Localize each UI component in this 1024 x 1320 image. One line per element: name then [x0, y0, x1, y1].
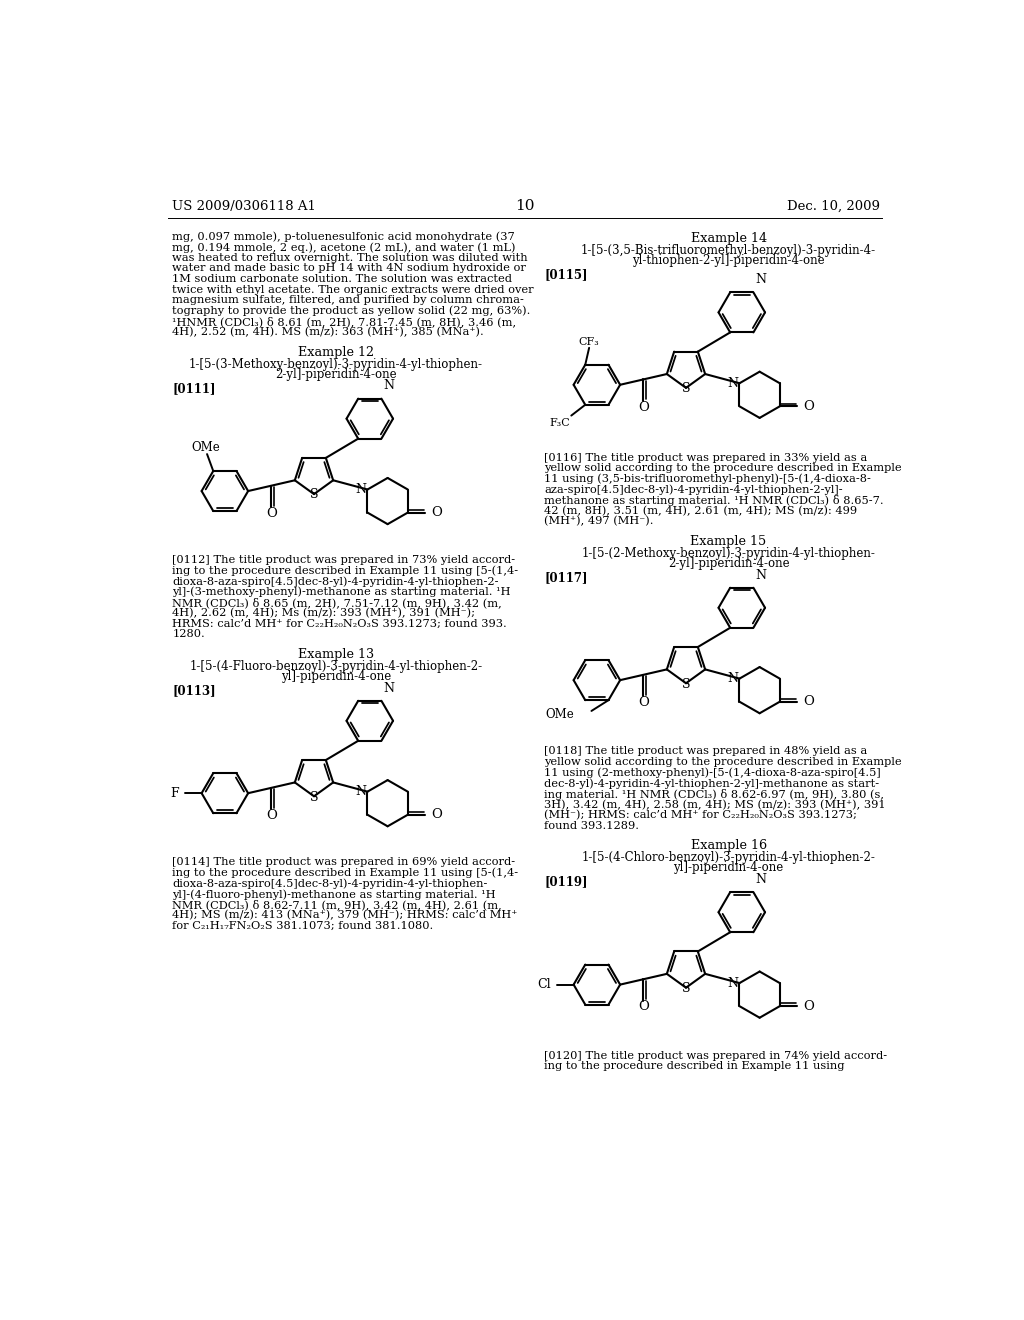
Text: (MH⁻); HRMS: calc’d MH⁺ for C₂₂H₂₀N₂O₃S 393.1273;: (MH⁻); HRMS: calc’d MH⁺ for C₂₂H₂₀N₂O₃S …	[544, 810, 857, 821]
Text: S: S	[309, 791, 318, 804]
Text: O: O	[431, 506, 442, 519]
Text: Dec. 10, 2009: Dec. 10, 2009	[786, 199, 880, 213]
Text: yellow solid according to the procedure described in Example: yellow solid according to the procedure …	[544, 756, 902, 767]
Text: [0112] The title product was prepared in 73% yield accord-: [0112] The title product was prepared in…	[172, 554, 515, 565]
Text: [0118] The title product was prepared in 48% yield as a: [0118] The title product was prepared in…	[544, 746, 867, 756]
Text: F: F	[171, 787, 179, 800]
Text: 1280.: 1280.	[172, 630, 205, 639]
Text: yl]-piperidin-4-one: yl]-piperidin-4-one	[281, 671, 391, 682]
Text: NMR (CDCl₃) δ 8.65 (m, 2H), 7.51-7.12 (m, 9H), 3.42 (m,: NMR (CDCl₃) δ 8.65 (m, 2H), 7.51-7.12 (m…	[172, 598, 502, 609]
Text: [0119]: [0119]	[544, 875, 588, 888]
Text: [0114] The title product was prepared in 69% yield accord-: [0114] The title product was prepared in…	[172, 857, 515, 867]
Text: O: O	[638, 401, 649, 413]
Text: O: O	[266, 507, 276, 520]
Text: ing to the procedure described in Example 11 using [5-(1,4-: ing to the procedure described in Exampl…	[172, 565, 518, 576]
Text: 2-yl]-piperidin-4-one: 2-yl]-piperidin-4-one	[668, 557, 790, 570]
Text: yl]-(4-fluoro-phenyl)-methanone as starting material. ¹H: yl]-(4-fluoro-phenyl)-methanone as start…	[172, 888, 496, 899]
Text: twice with ethyl acetate. The organic extracts were dried over: twice with ethyl acetate. The organic ex…	[172, 285, 534, 294]
Text: Example 15: Example 15	[690, 535, 767, 548]
Text: yellow solid according to the procedure described in Example: yellow solid according to the procedure …	[544, 463, 902, 473]
Text: yl-thiophen-2-yl]-piperidin-4-one: yl-thiophen-2-yl]-piperidin-4-one	[632, 253, 825, 267]
Text: 4H); MS (m/z): 413 (MNa⁺), 379 (MH⁻); HRMS: calc’d MH⁺: 4H); MS (m/z): 413 (MNa⁺), 379 (MH⁻); HR…	[172, 911, 517, 920]
Text: 1-[5-(3-Methoxy-benzoyl)-3-pyridin-4-yl-thiophen-: 1-[5-(3-Methoxy-benzoyl)-3-pyridin-4-yl-…	[188, 358, 482, 371]
Text: [0115]: [0115]	[544, 268, 588, 281]
Text: [0113]: [0113]	[172, 684, 216, 697]
Text: 42 (m, 8H), 3.51 (m, 4H), 2.61 (m, 4H); MS (m/z): 499: 42 (m, 8H), 3.51 (m, 4H), 2.61 (m, 4H); …	[544, 506, 857, 516]
Text: 3H), 3.42 (m, 4H), 2.58 (m, 4H); MS (m/z): 393 (MH⁺), 391: 3H), 3.42 (m, 4H), 2.58 (m, 4H); MS (m/z…	[544, 800, 886, 810]
Text: O: O	[803, 999, 814, 1012]
Text: for C₂₁H₁₇FN₂O₂S 381.1073; found 381.1080.: for C₂₁H₁₇FN₂O₂S 381.1073; found 381.108…	[172, 921, 433, 931]
Text: O: O	[431, 808, 442, 821]
Text: 1-[5-(3,5-Bis-trifluoromethyl-benzoyl)-3-pyridin-4-: 1-[5-(3,5-Bis-trifluoromethyl-benzoyl)-3…	[581, 244, 877, 257]
Text: water and made basic to pH 14 with 4N sodium hydroxide or: water and made basic to pH 14 with 4N so…	[172, 264, 526, 273]
Text: Example 12: Example 12	[298, 346, 374, 359]
Text: S: S	[682, 381, 690, 395]
Text: Cl: Cl	[538, 978, 551, 991]
Text: 2-yl]-piperidin-4-one: 2-yl]-piperidin-4-one	[274, 368, 396, 381]
Text: [0111]: [0111]	[172, 381, 216, 395]
Text: [0116] The title product was prepared in 33% yield as a: [0116] The title product was prepared in…	[544, 453, 867, 462]
Text: S: S	[309, 488, 318, 502]
Text: dec-8-yl)-4-pyridin-4-yl-thiophen-2-yl]-methanone as start-: dec-8-yl)-4-pyridin-4-yl-thiophen-2-yl]-…	[544, 779, 880, 789]
Text: OMe: OMe	[546, 708, 574, 721]
Text: ing to the procedure described in Example 11 using: ing to the procedure described in Exampl…	[544, 1061, 845, 1072]
Text: OMe: OMe	[191, 441, 220, 454]
Text: N: N	[727, 672, 738, 685]
Text: Example 16: Example 16	[690, 840, 767, 853]
Text: mg, 0.097 mmole), p-toluenesulfonic acid monohydrate (37: mg, 0.097 mmole), p-toluenesulfonic acid…	[172, 231, 515, 242]
Text: O: O	[266, 809, 276, 822]
Text: O: O	[803, 696, 814, 709]
Text: 1-[5-(4-Fluoro-benzoyl)-3-pyridin-4-yl-thiophen-2-: 1-[5-(4-Fluoro-benzoyl)-3-pyridin-4-yl-t…	[189, 660, 482, 673]
Text: was heated to reflux overnight. The solution was diluted with: was heated to reflux overnight. The solu…	[172, 253, 527, 263]
Text: magnesium sulfate, filtered, and purified by column chroma-: magnesium sulfate, filtered, and purifie…	[172, 296, 524, 305]
Text: N: N	[755, 569, 766, 582]
Text: O: O	[803, 400, 814, 413]
Text: 11 using (3,5-bis-trifluoromethyl-phenyl)-[5-(1,4-dioxa-8-: 11 using (3,5-bis-trifluoromethyl-phenyl…	[544, 474, 871, 484]
Text: US 2009/0306118 A1: US 2009/0306118 A1	[172, 199, 316, 213]
Text: N: N	[727, 977, 738, 990]
Text: methanone as starting material. ¹H NMR (CDCl₃) δ 8.65-7.: methanone as starting material. ¹H NMR (…	[544, 495, 884, 506]
Text: S: S	[682, 677, 690, 690]
Text: N: N	[727, 376, 738, 389]
Text: 1-[5-(2-Methoxy-benzoyl)-3-pyridin-4-yl-thiophen-: 1-[5-(2-Methoxy-benzoyl)-3-pyridin-4-yl-…	[582, 546, 876, 560]
Text: N: N	[355, 483, 366, 496]
Text: dioxa-8-aza-spiro[4.5]dec-8-yl)-4-pyridin-4-yl-thiophen-: dioxa-8-aza-spiro[4.5]dec-8-yl)-4-pyridi…	[172, 878, 487, 888]
Text: 4H), 2.52 (m, 4H). MS (m/z): 363 (MH⁺), 385 (MNa⁺).: 4H), 2.52 (m, 4H). MS (m/z): 363 (MH⁺), …	[172, 327, 484, 338]
Text: 4H), 2.62 (m, 4H); Ms (m/z): 393 (MH⁺), 391 (MH⁻);: 4H), 2.62 (m, 4H); Ms (m/z): 393 (MH⁺), …	[172, 609, 475, 619]
Text: [0117]: [0117]	[544, 570, 588, 583]
Text: Example 14: Example 14	[690, 231, 767, 244]
Text: 1-[5-(4-Chloro-benzoyl)-3-pyridin-4-yl-thiophen-2-: 1-[5-(4-Chloro-benzoyl)-3-pyridin-4-yl-t…	[582, 851, 876, 865]
Text: N: N	[355, 785, 366, 799]
Text: ¹HNMR (CDCl₃) δ 8.61 (m, 2H), 7.81-7.45 (m, 8H), 3.46 (m,: ¹HNMR (CDCl₃) δ 8.61 (m, 2H), 7.81-7.45 …	[172, 317, 516, 327]
Text: N: N	[755, 273, 766, 286]
Text: (MH⁺), 497 (MH⁻).: (MH⁺), 497 (MH⁻).	[544, 516, 653, 527]
Text: CF₃: CF₃	[579, 337, 599, 347]
Text: ing material. ¹H NMR (CDCl₃) δ 8.62-6.97 (m, 9H), 3.80 (s,: ing material. ¹H NMR (CDCl₃) δ 8.62-6.97…	[544, 789, 884, 800]
Text: N: N	[755, 873, 766, 886]
Text: found 393.1289.: found 393.1289.	[544, 821, 639, 830]
Text: tography to provide the product as yellow solid (22 mg, 63%).: tography to provide the product as yello…	[172, 306, 530, 317]
Text: N: N	[383, 681, 394, 694]
Text: aza-spiro[4.5]dec-8-yl)-4-pyridin-4-yl-thiophen-2-yl]-: aza-spiro[4.5]dec-8-yl)-4-pyridin-4-yl-t…	[544, 484, 843, 495]
Text: O: O	[638, 1001, 649, 1014]
Text: Example 13: Example 13	[298, 648, 374, 660]
Text: S: S	[682, 982, 690, 995]
Text: O: O	[638, 696, 649, 709]
Text: N: N	[383, 379, 394, 392]
Text: 10: 10	[515, 199, 535, 213]
Text: 11 using (2-methoxy-phenyl)-[5-(1,4-dioxa-8-aza-spiro[4.5]: 11 using (2-methoxy-phenyl)-[5-(1,4-diox…	[544, 768, 881, 779]
Text: yl]-piperidin-4-one: yl]-piperidin-4-one	[674, 862, 783, 874]
Text: ing to the procedure described in Example 11 using [5-(1,4-: ing to the procedure described in Exampl…	[172, 867, 518, 878]
Text: NMR (CDCl₃) δ 8.62-7.11 (m, 9H), 3.42 (m, 4H), 2.61 (m,: NMR (CDCl₃) δ 8.62-7.11 (m, 9H), 3.42 (m…	[172, 900, 502, 911]
Text: yl]-(3-methoxy-phenyl)-methanone as starting material. ¹H: yl]-(3-methoxy-phenyl)-methanone as star…	[172, 587, 511, 598]
Text: 1M sodium carbonate solution. The solution was extracted: 1M sodium carbonate solution. The soluti…	[172, 275, 512, 284]
Text: [0120] The title product was prepared in 74% yield accord-: [0120] The title product was prepared in…	[544, 1051, 888, 1061]
Text: F₃C: F₃C	[549, 418, 569, 428]
Text: dioxa-8-aza-spiro[4.5]dec-8-yl)-4-pyridin-4-yl-thiophen-2-: dioxa-8-aza-spiro[4.5]dec-8-yl)-4-pyridi…	[172, 577, 499, 587]
Text: mg, 0.194 mmole, 2 eq.), acetone (2 mL), and water (1 mL): mg, 0.194 mmole, 2 eq.), acetone (2 mL),…	[172, 242, 516, 252]
Text: HRMS: calc’d MH⁺ for C₂₂H₂₀N₂O₃S 393.1273; found 393.: HRMS: calc’d MH⁺ for C₂₂H₂₀N₂O₃S 393.127…	[172, 619, 507, 628]
